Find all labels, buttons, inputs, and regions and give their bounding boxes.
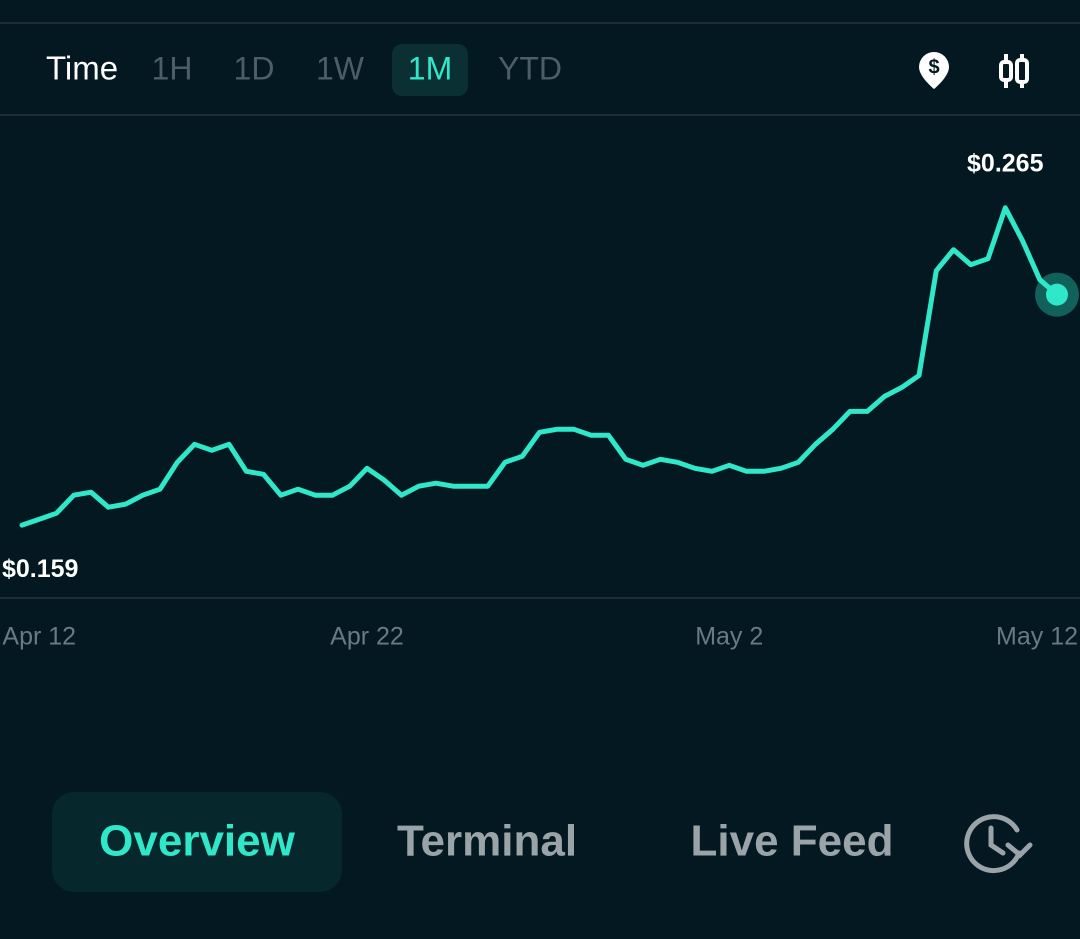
candlestick-icon[interactable] bbox=[999, 54, 1029, 88]
price-line bbox=[19, 205, 1060, 528]
price-alert-icon[interactable]: $ bbox=[919, 52, 949, 89]
arrow bbox=[1005, 842, 1033, 859]
pin bbox=[919, 52, 949, 89]
tab[interactable]: Terminal bbox=[397, 817, 577, 866]
candle bbox=[999, 60, 1013, 82]
x-tick-label: May 12 bbox=[996, 623, 1078, 651]
current-point bbox=[1046, 283, 1068, 306]
tab[interactable]: Live Feed bbox=[691, 817, 894, 866]
price-annotation: $0.159 bbox=[2, 555, 78, 583]
tab[interactable]: Overview bbox=[99, 817, 295, 866]
time-range-option[interactable]: 1H bbox=[152, 50, 193, 86]
selected-tab-bg bbox=[52, 792, 342, 892]
dollar-glyph: $ bbox=[928, 56, 939, 78]
history-icon[interactable] bbox=[964, 814, 1033, 874]
clock-arc bbox=[964, 814, 1022, 874]
x-tick-label: May 2 bbox=[695, 623, 763, 651]
price-annotation: $0.265 bbox=[967, 149, 1044, 177]
time-range-option[interactable]: YTD bbox=[498, 50, 562, 86]
time-range-option[interactable]: 1D bbox=[234, 50, 275, 86]
x-tick-label: Apr 12 bbox=[2, 623, 76, 651]
candle bbox=[1015, 58, 1029, 84]
time-range-option[interactable]: 1M bbox=[408, 50, 452, 86]
hands bbox=[988, 825, 1006, 856]
selected-option-bg bbox=[392, 44, 468, 96]
x-tick-label: Apr 22 bbox=[330, 623, 404, 651]
time-range-option[interactable]: 1W bbox=[316, 50, 365, 86]
time-label: Time bbox=[46, 50, 118, 87]
